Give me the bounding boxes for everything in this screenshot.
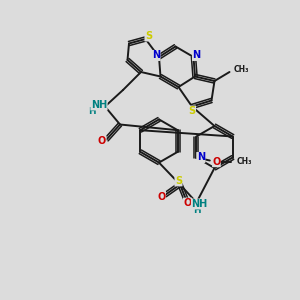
Text: NH: NH: [91, 100, 107, 110]
Text: O: O: [183, 198, 192, 208]
Text: O: O: [98, 136, 106, 146]
Text: S: S: [145, 31, 152, 41]
Text: O: O: [157, 191, 166, 202]
Text: H: H: [193, 206, 201, 215]
Text: N: N: [192, 50, 201, 61]
Text: S: S: [175, 176, 182, 186]
Text: CH₃: CH₃: [237, 157, 252, 166]
Text: N: N: [197, 152, 205, 163]
Text: O: O: [212, 157, 220, 167]
Text: S: S: [188, 106, 196, 116]
Text: NH: NH: [191, 199, 208, 209]
Text: CH₃: CH₃: [234, 65, 250, 74]
Text: N: N: [152, 50, 160, 61]
Text: H: H: [88, 107, 96, 116]
